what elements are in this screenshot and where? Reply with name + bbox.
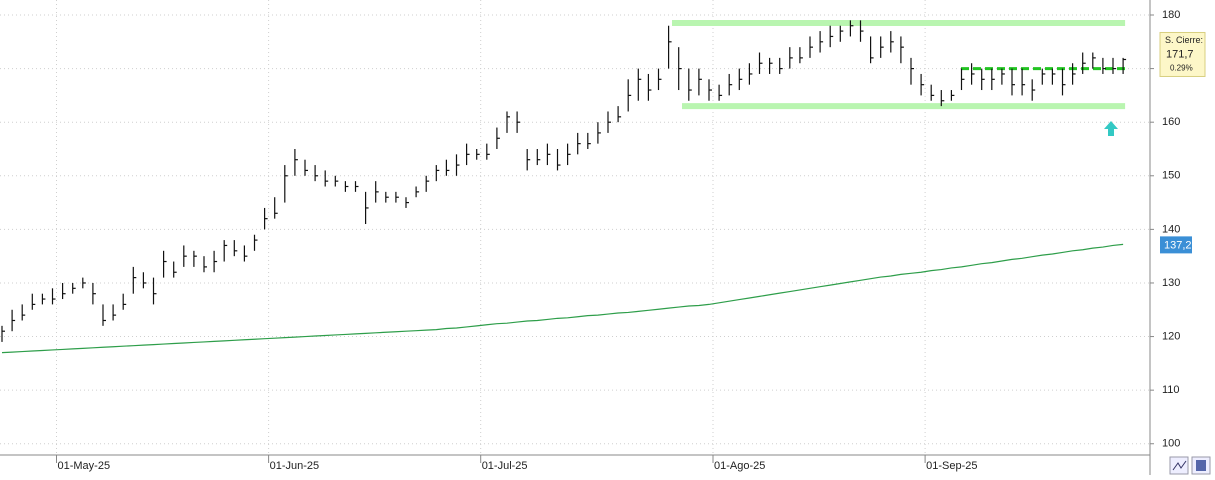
y-tick-label: 140: [1162, 223, 1180, 235]
ma-badge: [1160, 236, 1192, 254]
zoom-icon: [1172, 460, 1187, 471]
close-badge: [1159, 31, 1206, 77]
x-tick-label: 01-Jun-25: [270, 460, 320, 472]
close-badge-change: 0.29%: [1170, 64, 1193, 73]
y-tick-label: 150: [1162, 170, 1180, 182]
y-tick-label: 100: [1162, 438, 1180, 450]
arrow-up-icon: [1104, 121, 1118, 136]
y-tick-label: 130: [1162, 277, 1180, 289]
x-tick-label: 01-Sep-25: [926, 460, 977, 472]
x-tick-label: 01-Jul-25: [482, 460, 528, 472]
y-tick-label: 180: [1162, 9, 1180, 21]
moving-average-line: [1, 243, 1124, 354]
ma-badge-value: 137,2: [1164, 239, 1192, 251]
save-icon: [1196, 460, 1206, 471]
y-tick-label: 120: [1162, 330, 1180, 342]
toolbar: [1169, 456, 1211, 475]
x-tick-label: 01-May-25: [58, 460, 111, 472]
y-tick-label: 110: [1162, 384, 1180, 396]
y-tick-label: 160: [1162, 116, 1180, 128]
x-tick-label: 01-Ago-25: [714, 460, 765, 472]
close-badge-title: S. Cierre:: [1165, 35, 1203, 45]
close-badge-value: 171,7: [1166, 48, 1194, 60]
